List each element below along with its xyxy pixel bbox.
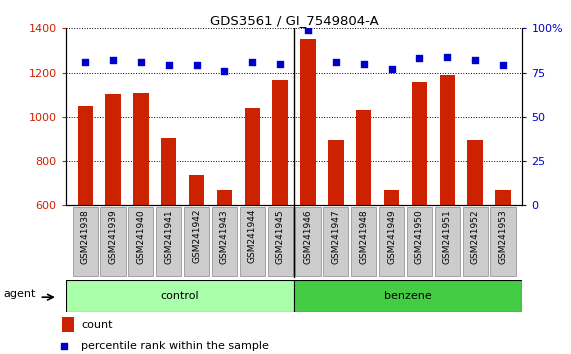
- Text: GSM241946: GSM241946: [304, 209, 312, 264]
- Bar: [468, 140, 482, 338]
- FancyBboxPatch shape: [323, 207, 348, 276]
- FancyBboxPatch shape: [490, 207, 516, 276]
- FancyBboxPatch shape: [268, 207, 293, 276]
- Text: GSM241945: GSM241945: [276, 209, 284, 264]
- Point: [415, 56, 424, 61]
- FancyBboxPatch shape: [240, 207, 265, 276]
- Text: GSM241953: GSM241953: [498, 209, 508, 264]
- Text: GSM241952: GSM241952: [471, 209, 480, 264]
- Text: GSM241940: GSM241940: [136, 209, 146, 264]
- FancyBboxPatch shape: [435, 207, 460, 276]
- Point: [471, 57, 480, 63]
- Point: [164, 63, 173, 68]
- Text: control: control: [160, 291, 199, 301]
- FancyBboxPatch shape: [100, 207, 126, 276]
- Point: [108, 57, 118, 63]
- Point: [498, 63, 508, 68]
- Point: [387, 66, 396, 72]
- Text: GSM241941: GSM241941: [164, 209, 173, 264]
- Point: [60, 343, 69, 349]
- Text: GSM241943: GSM241943: [220, 209, 229, 264]
- Bar: [133, 93, 148, 338]
- Text: benzene: benzene: [384, 291, 432, 301]
- Bar: [495, 190, 510, 338]
- Bar: [294, 280, 522, 312]
- FancyBboxPatch shape: [156, 207, 181, 276]
- Text: count: count: [82, 320, 113, 330]
- Text: percentile rank within the sample: percentile rank within the sample: [82, 341, 270, 351]
- FancyBboxPatch shape: [128, 207, 154, 276]
- Bar: [440, 75, 455, 338]
- Bar: [300, 39, 316, 338]
- Text: GSM241944: GSM241944: [248, 209, 257, 263]
- FancyBboxPatch shape: [212, 207, 237, 276]
- Text: GSM241950: GSM241950: [415, 209, 424, 264]
- Text: GSM241938: GSM241938: [81, 209, 90, 264]
- Point: [443, 54, 452, 59]
- FancyBboxPatch shape: [351, 207, 376, 276]
- Bar: [356, 110, 371, 338]
- Title: GDS3561 / GI_7549804-A: GDS3561 / GI_7549804-A: [210, 14, 379, 27]
- Text: GSM241951: GSM241951: [443, 209, 452, 264]
- Bar: [328, 140, 344, 338]
- Bar: [244, 108, 260, 338]
- Bar: [66, 280, 294, 312]
- FancyBboxPatch shape: [407, 207, 432, 276]
- Text: GSM241949: GSM241949: [387, 209, 396, 264]
- Text: GSM241939: GSM241939: [108, 209, 118, 264]
- Text: GSM241947: GSM241947: [331, 209, 340, 264]
- Point: [192, 63, 201, 68]
- Bar: [161, 138, 176, 338]
- Point: [81, 59, 90, 65]
- FancyBboxPatch shape: [73, 207, 98, 276]
- Bar: [217, 190, 232, 338]
- Point: [331, 59, 340, 65]
- Text: GSM241948: GSM241948: [359, 209, 368, 264]
- FancyBboxPatch shape: [379, 207, 404, 276]
- Bar: [62, 317, 74, 332]
- Point: [359, 61, 368, 67]
- Bar: [189, 176, 204, 338]
- Text: GSM241942: GSM241942: [192, 209, 201, 263]
- Bar: [106, 93, 120, 338]
- FancyBboxPatch shape: [295, 207, 320, 276]
- Point: [136, 59, 146, 65]
- Bar: [272, 80, 288, 338]
- FancyBboxPatch shape: [463, 207, 488, 276]
- FancyBboxPatch shape: [184, 207, 209, 276]
- Bar: [412, 82, 427, 338]
- Text: agent: agent: [3, 289, 35, 299]
- Bar: [78, 106, 93, 338]
- Point: [303, 27, 312, 33]
- Point: [276, 61, 285, 67]
- Point: [248, 59, 257, 65]
- Point: [220, 68, 229, 74]
- Bar: [384, 190, 399, 338]
